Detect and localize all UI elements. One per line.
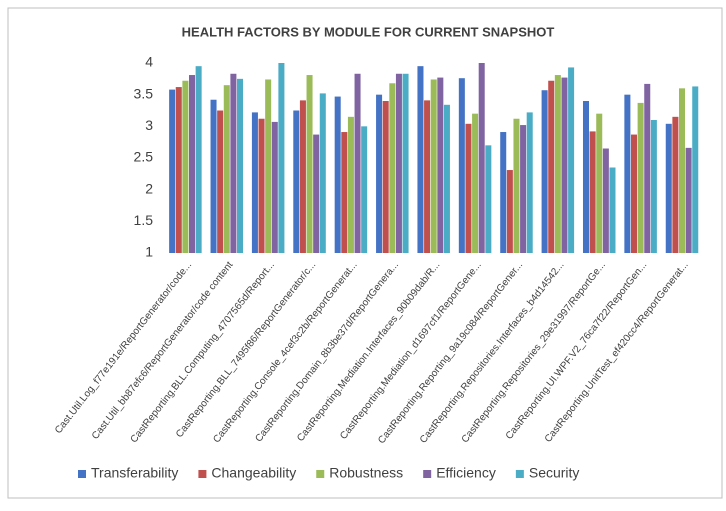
bar bbox=[541, 90, 548, 253]
y-tick-label: 1.5 bbox=[134, 212, 154, 228]
bar bbox=[334, 96, 341, 253]
bar bbox=[624, 94, 631, 254]
bar bbox=[230, 73, 237, 254]
bar bbox=[382, 101, 389, 253]
bar bbox=[472, 113, 479, 254]
bar bbox=[319, 93, 326, 254]
bar bbox=[685, 147, 692, 253]
bar bbox=[500, 132, 507, 253]
bar bbox=[217, 110, 224, 253]
bar bbox=[602, 148, 609, 253]
bar bbox=[437, 77, 444, 253]
legend-swatch bbox=[316, 470, 325, 478]
bar bbox=[485, 145, 492, 253]
bar bbox=[644, 83, 651, 254]
bar bbox=[568, 67, 575, 253]
bar bbox=[313, 134, 320, 253]
bar bbox=[520, 125, 527, 253]
chart-title: HEALTH FACTORS BY MODULE FOR CURRENT SNA… bbox=[182, 24, 555, 39]
legend-swatch bbox=[423, 470, 432, 478]
bar bbox=[609, 167, 616, 253]
legend-label: Security bbox=[529, 465, 580, 481]
bar bbox=[443, 104, 450, 253]
bar bbox=[189, 75, 196, 254]
bar bbox=[306, 75, 313, 254]
bar bbox=[389, 83, 396, 254]
bar bbox=[506, 170, 513, 253]
bar bbox=[630, 134, 638, 253]
y-tick-label: 3.5 bbox=[134, 85, 154, 101]
y-tick-label: 1 bbox=[145, 244, 153, 260]
bar bbox=[293, 110, 300, 253]
y-tick-label: 3 bbox=[145, 117, 153, 133]
bar bbox=[237, 78, 244, 253]
bar bbox=[361, 126, 368, 253]
y-tick-label: 2 bbox=[145, 180, 153, 196]
legend-swatch bbox=[515, 470, 524, 478]
bar bbox=[271, 121, 278, 254]
bar bbox=[258, 118, 265, 253]
bar bbox=[548, 80, 555, 253]
legend-swatch bbox=[198, 470, 207, 478]
bar bbox=[678, 88, 686, 253]
bar bbox=[223, 85, 230, 254]
bar bbox=[210, 99, 217, 253]
bar bbox=[672, 116, 679, 253]
legend-label: Efficiency bbox=[436, 465, 496, 481]
bar bbox=[589, 131, 596, 253]
bar bbox=[665, 123, 672, 253]
bar bbox=[182, 80, 189, 253]
bar bbox=[650, 120, 657, 253]
bar bbox=[561, 77, 568, 253]
bar bbox=[278, 63, 285, 253]
bar bbox=[195, 66, 202, 254]
bar bbox=[424, 100, 431, 253]
bar bbox=[554, 75, 561, 254]
legend-label: Robustness bbox=[329, 465, 403, 481]
bar bbox=[341, 132, 348, 253]
bar bbox=[692, 86, 699, 253]
legend-label: Changeability bbox=[211, 465, 296, 481]
bar bbox=[299, 100, 306, 253]
bar bbox=[596, 113, 603, 254]
bar bbox=[465, 123, 472, 253]
bar bbox=[354, 73, 361, 254]
bar bbox=[376, 94, 383, 254]
bar bbox=[169, 89, 176, 253]
bar bbox=[582, 101, 590, 253]
bar bbox=[175, 87, 182, 253]
bar bbox=[395, 73, 402, 254]
bar bbox=[637, 102, 644, 254]
bar bbox=[458, 78, 465, 253]
bar bbox=[430, 79, 437, 253]
bar bbox=[417, 66, 424, 254]
bar bbox=[347, 116, 354, 253]
legend-label: Transferability bbox=[91, 465, 178, 481]
bar bbox=[402, 73, 409, 254]
bar bbox=[478, 63, 485, 253]
y-tick-label: 4 bbox=[145, 54, 153, 70]
bar bbox=[513, 118, 520, 253]
bar bbox=[526, 112, 533, 254]
bar bbox=[251, 112, 258, 254]
bar bbox=[265, 79, 272, 253]
y-tick-label: 2.5 bbox=[134, 149, 154, 165]
legend-swatch bbox=[78, 470, 86, 478]
